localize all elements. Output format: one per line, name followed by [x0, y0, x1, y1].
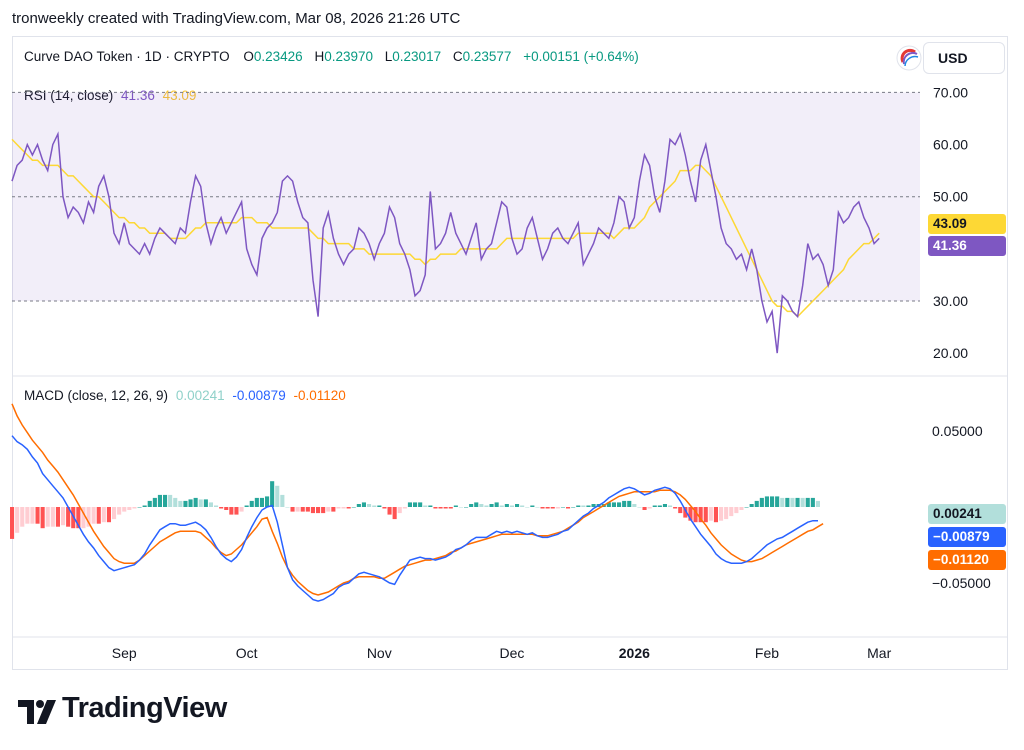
macd-legend-hist-value: 0.00241	[175, 388, 225, 403]
macd-legend-signal-value: -0.01120	[293, 388, 346, 403]
close-label: C	[452, 49, 463, 64]
chart-caption: tronweekly created with TradingView.com,…	[12, 10, 461, 27]
macd-legend[interactable]: MACD (close, 12, 26, 9) 0.00241 -0.00879…	[24, 388, 350, 403]
change-value: +0.00151 (+0.64%)	[523, 49, 639, 64]
close-value: 0.23577	[462, 49, 512, 64]
high-label: H	[314, 49, 325, 64]
rsi-legend-title: RSI (14, close)	[24, 88, 114, 103]
rsi-legend-ma-value: 43.09	[162, 88, 197, 103]
macd-hist-price-tag: 0.00241	[928, 504, 1006, 524]
curve-logo-icon	[896, 45, 922, 71]
macd-legend-title: MACD (close, 12, 26, 9)	[24, 388, 169, 403]
high-value: 0.23970	[324, 49, 373, 64]
rsi-ma-price-tag: 43.09	[928, 214, 1006, 234]
rsi-legend[interactable]: RSI (14, close) 41.36 43.09	[24, 88, 200, 103]
open-label: O	[243, 49, 254, 64]
tradingview-logo-icon	[18, 700, 56, 724]
tradingview-wordmark: TradingView	[62, 692, 227, 724]
chart-frame	[12, 36, 1008, 670]
currency-selector[interactable]: USD	[923, 42, 1005, 74]
symbol-name[interactable]: Curve DAO Token · 1D · CRYPTO	[24, 49, 230, 64]
low-value: 0.23017	[392, 49, 442, 64]
symbol-legend[interactable]: Curve DAO Token · 1D · CRYPTO O0.23426 H…	[24, 49, 643, 64]
low-label: L	[384, 49, 393, 64]
currency-label: USD	[938, 50, 968, 66]
macd-legend-macd-value: -0.00879	[232, 388, 286, 403]
rsi-price-tag: 41.36	[928, 236, 1006, 256]
open-value: 0.23426	[253, 49, 303, 64]
macd-line-price-tag: −0.00879	[928, 527, 1006, 547]
macd-signal-price-tag: −0.01120	[928, 550, 1006, 570]
rsi-legend-value: 41.36	[121, 88, 155, 103]
